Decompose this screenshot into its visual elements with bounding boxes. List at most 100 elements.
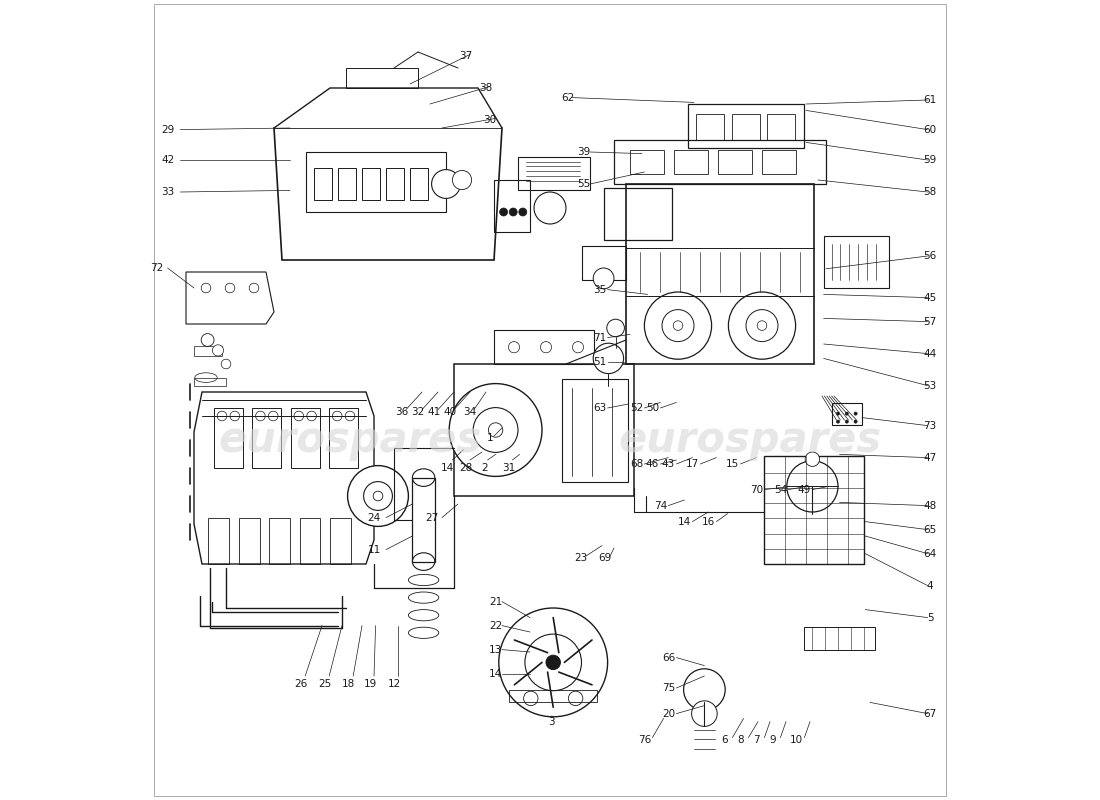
Text: 25: 25: [318, 679, 331, 689]
Circle shape: [572, 342, 584, 353]
Bar: [696, 114, 725, 140]
Text: 42: 42: [161, 155, 174, 165]
Bar: [299, 518, 320, 564]
Text: 75: 75: [662, 683, 675, 693]
Text: 54: 54: [773, 485, 786, 494]
Circle shape: [373, 491, 383, 501]
Circle shape: [473, 408, 518, 452]
Text: 27: 27: [425, 513, 438, 522]
Text: 48: 48: [923, 501, 936, 510]
Bar: [718, 150, 751, 174]
Text: 70: 70: [750, 485, 763, 494]
Circle shape: [294, 411, 304, 421]
Bar: [194, 378, 226, 386]
Circle shape: [524, 691, 538, 706]
Text: 14: 14: [490, 669, 503, 678]
Text: 74: 74: [653, 501, 667, 510]
Bar: [208, 518, 229, 564]
Polygon shape: [274, 88, 502, 128]
Text: 68: 68: [630, 459, 644, 469]
Circle shape: [212, 345, 223, 356]
Circle shape: [845, 412, 848, 415]
Text: 21: 21: [490, 597, 503, 606]
Text: 10: 10: [790, 735, 803, 745]
Circle shape: [449, 384, 542, 476]
Circle shape: [786, 461, 838, 512]
Text: 29: 29: [161, 125, 174, 134]
Text: 46: 46: [646, 459, 659, 469]
Circle shape: [525, 634, 582, 690]
Text: 56: 56: [923, 251, 936, 261]
Bar: [614, 140, 826, 184]
Text: 23: 23: [574, 554, 587, 563]
Circle shape: [364, 482, 393, 510]
Text: 34: 34: [463, 407, 476, 417]
Text: eurospares: eurospares: [618, 419, 881, 461]
Bar: [562, 379, 628, 482]
Bar: [824, 236, 889, 288]
Text: 22: 22: [490, 621, 503, 630]
Text: 36: 36: [395, 407, 408, 417]
Text: 4: 4: [926, 581, 933, 590]
Text: 31: 31: [502, 463, 515, 473]
Text: 28: 28: [460, 463, 473, 473]
Circle shape: [255, 411, 265, 421]
Bar: [454, 364, 634, 496]
Bar: [410, 168, 428, 200]
Text: 51: 51: [593, 357, 606, 366]
Circle shape: [201, 334, 214, 346]
Text: 60: 60: [923, 125, 936, 134]
Polygon shape: [186, 272, 274, 324]
Bar: [386, 168, 404, 200]
Text: 72: 72: [150, 263, 163, 273]
Text: 18: 18: [342, 679, 355, 689]
Text: 66: 66: [662, 653, 675, 662]
Circle shape: [431, 170, 461, 198]
Text: 55: 55: [578, 179, 591, 189]
Circle shape: [230, 411, 240, 421]
Circle shape: [509, 208, 517, 216]
Text: 14: 14: [678, 517, 691, 526]
Text: 14: 14: [441, 463, 454, 473]
Bar: [494, 330, 594, 364]
Circle shape: [569, 691, 583, 706]
Circle shape: [488, 422, 503, 437]
Bar: [362, 168, 380, 200]
Circle shape: [498, 608, 607, 717]
Bar: [314, 168, 331, 200]
Circle shape: [692, 701, 717, 726]
Text: 50: 50: [646, 403, 659, 413]
Bar: [688, 104, 804, 148]
Text: 11: 11: [367, 545, 381, 554]
Text: 1: 1: [486, 434, 493, 443]
Circle shape: [250, 283, 258, 293]
Bar: [626, 184, 814, 364]
Circle shape: [508, 342, 519, 353]
Bar: [494, 180, 530, 232]
Text: eurospares: eurospares: [219, 419, 482, 461]
Circle shape: [452, 170, 472, 190]
Text: 7: 7: [754, 735, 760, 745]
Circle shape: [217, 411, 227, 421]
Text: 24: 24: [367, 513, 381, 522]
Text: 20: 20: [662, 709, 675, 718]
Circle shape: [593, 268, 614, 289]
Circle shape: [345, 411, 355, 421]
Circle shape: [546, 655, 560, 670]
Text: 5: 5: [926, 613, 933, 622]
Circle shape: [854, 412, 857, 415]
Bar: [604, 188, 672, 240]
Circle shape: [332, 411, 342, 421]
Text: 43: 43: [662, 459, 675, 469]
Text: 76: 76: [638, 735, 651, 745]
Bar: [582, 246, 626, 280]
Bar: [804, 627, 875, 650]
Circle shape: [540, 342, 551, 353]
Bar: [214, 408, 243, 468]
Circle shape: [268, 411, 278, 421]
Circle shape: [845, 420, 848, 423]
Bar: [330, 518, 351, 564]
Text: 67: 67: [923, 709, 936, 718]
Bar: [767, 114, 795, 140]
Circle shape: [307, 411, 317, 421]
